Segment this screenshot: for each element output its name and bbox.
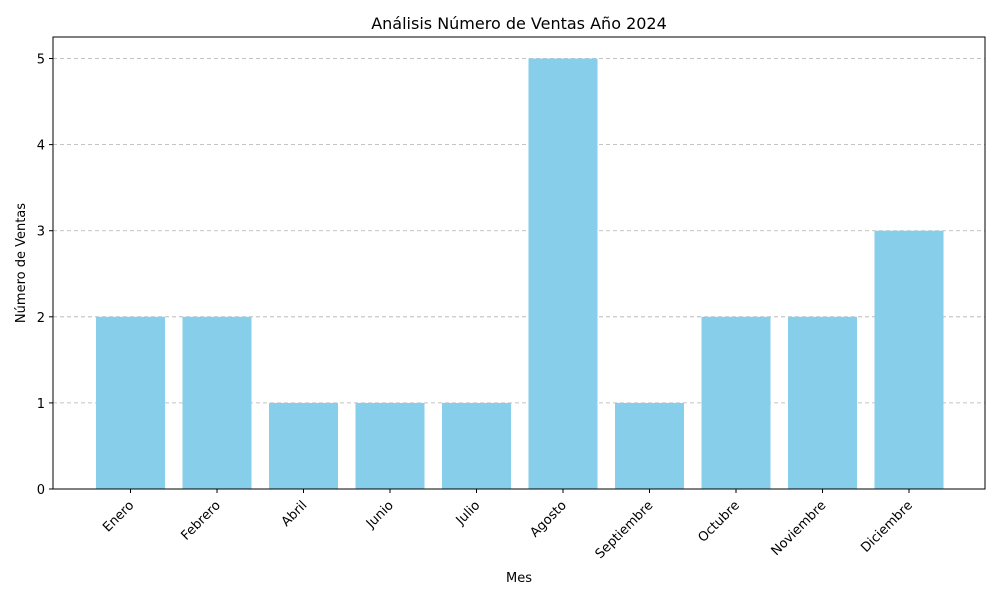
chart-title: Análisis Número de Ventas Año 2024 [371, 14, 667, 33]
y-tick-label-4: 4 [37, 139, 45, 154]
bar-octubre [701, 316, 771, 489]
bar-noviembre [788, 316, 857, 489]
x-tick-label-noviembre: Noviembre [769, 498, 830, 559]
y-tick-label-3: 3 [37, 225, 45, 240]
bar-agosto [528, 58, 598, 490]
x-axis-label: Mes [506, 571, 532, 586]
bar-diciembre [874, 230, 944, 489]
y-tick-label-0: 0 [37, 483, 45, 498]
plot-frame [52, 36, 986, 490]
x-tick-label-febrero: Febrero [179, 498, 224, 543]
bar-junio [355, 402, 425, 489]
x-tick-label-agosto: Agosto [527, 498, 569, 540]
bar-julio [442, 402, 511, 489]
bars [96, 58, 944, 490]
x-tick-label-enero: Enero [100, 498, 137, 535]
bar-septiembre [615, 402, 684, 489]
y-axis-label: Número de Ventas [14, 203, 29, 323]
y-tick-label-1: 1 [37, 397, 45, 412]
x-tick-label-octubre: Octubre [695, 498, 742, 545]
x-tick-label-abril: Abril [279, 498, 311, 530]
bar-enero [96, 316, 165, 489]
bar-abril [269, 402, 338, 489]
y-tick-label-5: 5 [37, 53, 45, 68]
bar-febrero [182, 316, 252, 489]
x-axis: Enero Febrero Abril Junio Julio Agosto Septiem… [100, 489, 916, 562]
x-tick-label-julio: Julio [453, 498, 484, 529]
y-tick-label-2: 2 [37, 311, 45, 326]
y-axis: 0 1 2 3 4 5 [37, 53, 53, 498]
x-tick-label-septiembre: Septiembre [593, 498, 657, 562]
x-tick-label-diciembre: Diciembre [858, 498, 916, 556]
x-tick-label-junio: Junio [363, 498, 397, 532]
